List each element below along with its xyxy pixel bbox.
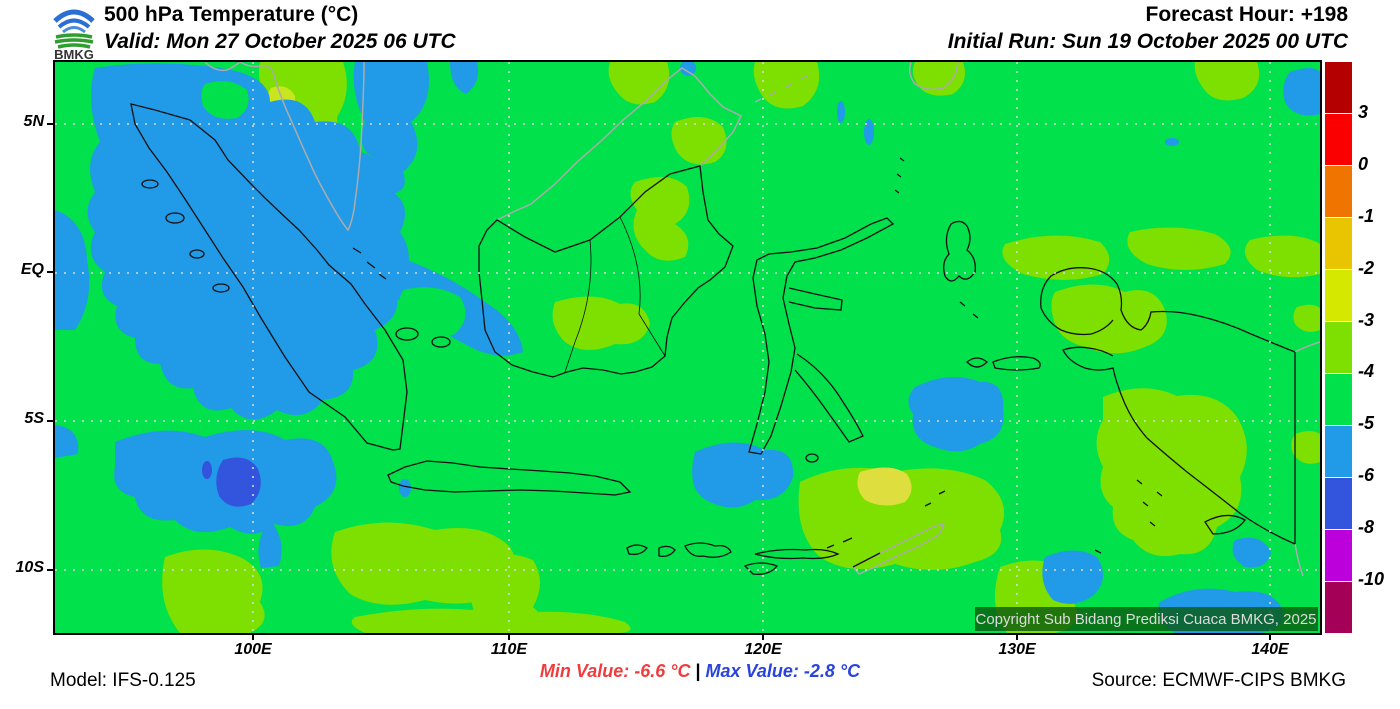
colorbar-segment	[1325, 374, 1352, 426]
coldest-cores-royal-blue	[202, 457, 261, 507]
minmax-line: Min Value: -6.6 °C | Max Value: -2.8 °C	[0, 661, 1400, 682]
lon-label: 140E	[1251, 641, 1289, 658]
bmkg-logo: BMKG	[53, 9, 95, 60]
valid-time: Valid: Mon 27 October 2025 06 UTC	[104, 30, 456, 53]
model-label: Model: IFS-0.125	[50, 670, 196, 691]
cold-patches-light-blue	[55, 62, 1320, 633]
colorbar-label: -3	[1358, 309, 1375, 330]
lat-tick	[47, 569, 53, 571]
colorbar-label: 0	[1358, 153, 1369, 174]
lon-tick	[508, 633, 510, 640]
lat-label: EQ	[20, 261, 44, 278]
green-holes	[201, 81, 466, 338]
colorbar-label: -8	[1358, 517, 1375, 538]
source-label: Source: ECMWF-CIPS BMKG	[1091, 670, 1346, 691]
logo-green-wave	[55, 33, 93, 39]
lat-label: 5S	[24, 410, 44, 427]
forecast-hour: Forecast Hour: +198	[1145, 3, 1349, 26]
lon-label: 110E	[490, 641, 528, 658]
logo-green-wave	[54, 38, 94, 44]
lon-tick	[1269, 633, 1271, 640]
logo-green-wave	[57, 43, 91, 49]
min-value: Min Value: -6.6 °C	[539, 661, 691, 681]
colorbar-segment	[1325, 426, 1352, 478]
colorbar-segment	[1325, 166, 1352, 218]
foreign-coastlines	[204, 62, 1320, 577]
lon-tick	[762, 633, 764, 640]
indonesia-coastlines	[130, 103, 1296, 575]
copyright-text: Copyright Sub Bidang Prediksi Cuaca BMKG…	[975, 611, 1316, 628]
colorbar-segment	[1325, 270, 1352, 322]
lat-label: 5N	[23, 113, 44, 130]
colorbar-label: -6	[1358, 465, 1375, 486]
colorbar-segment	[1325, 62, 1352, 114]
logo-blue-arc	[53, 9, 95, 23]
colorbar-segment	[1325, 114, 1352, 166]
colorbar-label: -5	[1358, 413, 1375, 434]
colorbar-segment	[1325, 218, 1352, 270]
lon-label: 130E	[998, 641, 1036, 658]
page-title: 500 hPa Temperature (°C)	[104, 3, 359, 26]
lon-label: 100E	[234, 641, 272, 658]
colorbar-label: -4	[1358, 361, 1375, 382]
colorbar-label: -10	[1358, 569, 1385, 590]
lat-tick	[47, 123, 53, 125]
map-frame: Copyright Sub Bidang Prediksi Cuaca BMKG…	[53, 60, 1322, 635]
colorbar-segment	[1325, 478, 1352, 530]
colorbar-label: -1	[1358, 205, 1375, 226]
copyright-box: Copyright Sub Bidang Prediksi Cuaca BMKG…	[975, 607, 1318, 631]
logo-blue-arc	[57, 18, 91, 29]
colorbar-segment	[1325, 322, 1352, 374]
lon-tick	[252, 633, 254, 640]
lat-tick	[47, 420, 53, 422]
lon-tick	[1016, 633, 1018, 640]
lon-label: 120E	[744, 641, 782, 658]
minmax-separator: |	[690, 661, 706, 681]
colorbar-label: 3	[1358, 101, 1369, 122]
colorbar-segment	[1325, 530, 1352, 582]
lat-label: 10S	[15, 559, 44, 576]
colorbar-label: -2	[1358, 257, 1375, 278]
colorbar-segments	[1325, 62, 1352, 633]
lat-tick	[47, 271, 53, 273]
logo-text: BMKG	[54, 47, 94, 60]
warm-patches-chartreuse	[162, 62, 1320, 633]
initial-run: Initial Run: Sun 19 October 2025 00 UTC	[947, 30, 1348, 53]
logo-blue-arc	[62, 26, 86, 34]
graticule	[55, 62, 1320, 633]
colorbar-segment	[1325, 582, 1352, 633]
temperature-map: Copyright Sub Bidang Prediksi Cuaca BMKG…	[55, 62, 1320, 633]
max-value: Max Value: -2.8 °C	[705, 661, 861, 681]
